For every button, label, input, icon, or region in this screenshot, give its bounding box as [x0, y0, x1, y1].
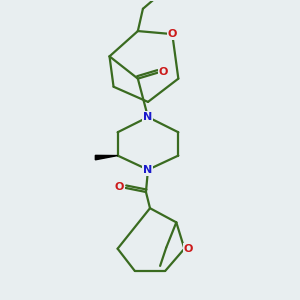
Text: O: O — [168, 29, 177, 39]
Polygon shape — [95, 155, 118, 160]
Text: O: O — [115, 182, 124, 192]
Text: O: O — [184, 244, 193, 254]
Text: N: N — [143, 112, 153, 122]
Text: N: N — [143, 165, 153, 175]
Text: O: O — [158, 67, 168, 76]
